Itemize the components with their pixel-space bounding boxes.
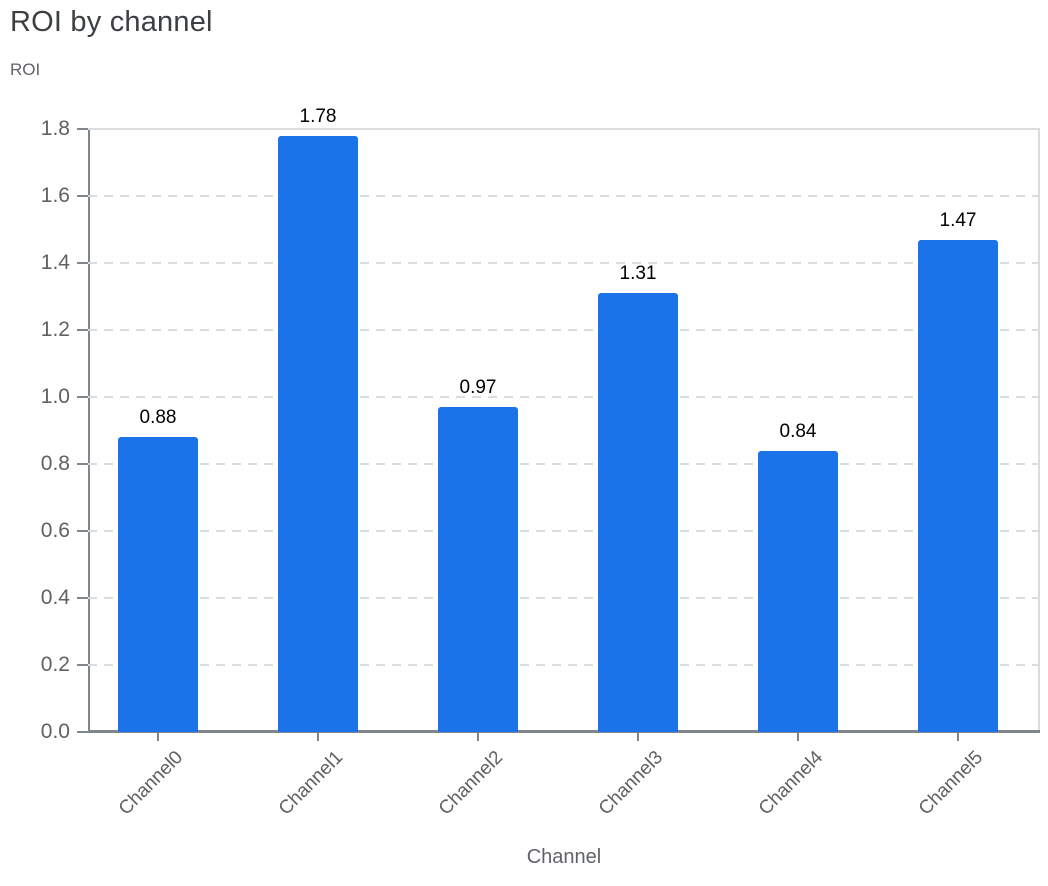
bar-value-label: 1.78 <box>299 105 337 127</box>
x-tick-label: Channel5 <box>914 747 987 820</box>
chart-title: ROI by channel <box>10 6 213 38</box>
y-axis-tick <box>77 731 88 733</box>
x-axis-title: Channel <box>526 846 602 868</box>
x-tick-label: Channel2 <box>434 747 507 820</box>
y-axis-line <box>88 129 90 732</box>
y-axis-tick <box>77 195 88 197</box>
y-axis-tick <box>77 329 88 331</box>
y-tick-label: 1.4 <box>40 251 70 274</box>
gridline-1.8 <box>88 128 1040 130</box>
gridline-1.0 <box>88 396 1040 398</box>
bar-chart-plot-area: 0.88 Channel0 1.78 Channel1 0.97 Channel2 1.31… <box>77 106 1040 819</box>
gridline-0.4 <box>88 597 1040 599</box>
y-tick-label: 1.8 <box>40 117 70 140</box>
x-tick-label: Channel4 <box>754 747 827 820</box>
y-tick-label: 0.2 <box>40 653 70 676</box>
bar-value-label: 1.47 <box>939 209 977 231</box>
y-tick-label: 0.6 <box>40 519 70 542</box>
gridline-1.2 <box>88 329 1040 331</box>
plot-right-border <box>1038 129 1040 732</box>
bar-channel5 <box>918 239 998 732</box>
gridline-0.6 <box>88 530 1040 532</box>
y-tick-label: 0.8 <box>40 452 70 475</box>
x-axis-line <box>88 730 1040 733</box>
y-tick-label: 0.0 <box>40 720 70 743</box>
x-axis-tick <box>957 732 959 741</box>
x-axis-tick <box>477 732 479 741</box>
bar-value-label: 0.97 <box>459 377 497 399</box>
y-axis-tick <box>77 463 88 465</box>
x-tick-label: Channel3 <box>594 747 667 820</box>
y-tick-label: 1.6 <box>40 184 70 207</box>
y-tick-label: 1.2 <box>40 318 70 341</box>
bar-value-label: 1.31 <box>619 263 657 285</box>
bar-channel2 <box>438 407 518 732</box>
bar-channel3 <box>598 293 678 732</box>
x-axis-tick <box>637 732 639 741</box>
gridline-1.4 <box>88 262 1040 264</box>
bar-channel0 <box>118 437 198 732</box>
bar-value-label: 0.84 <box>779 420 817 442</box>
y-axis-tick <box>77 530 88 532</box>
gridline-0.8 <box>88 463 1040 465</box>
x-axis-tick <box>797 732 799 741</box>
y-axis-tick <box>77 262 88 264</box>
x-tick-label: Channel0 <box>114 747 187 820</box>
y-tick-label: 0.4 <box>40 586 70 609</box>
gridline-0.2 <box>88 664 1040 666</box>
x-axis-tick <box>317 732 319 741</box>
y-axis-tick <box>77 396 88 398</box>
bar-value-label: 0.88 <box>139 407 177 429</box>
gridline-1.6 <box>88 195 1040 197</box>
bar-channel4 <box>758 450 838 732</box>
x-tick-label: Channel1 <box>274 747 347 820</box>
y-axis-tick <box>77 597 88 599</box>
y-axis-tick <box>77 128 88 130</box>
y-axis-tick <box>77 664 88 666</box>
y-axis-title: ROI <box>10 60 41 79</box>
bar-channel1 <box>278 135 358 732</box>
y-tick-label: 1.0 <box>40 385 70 408</box>
x-axis-tick <box>157 732 159 741</box>
